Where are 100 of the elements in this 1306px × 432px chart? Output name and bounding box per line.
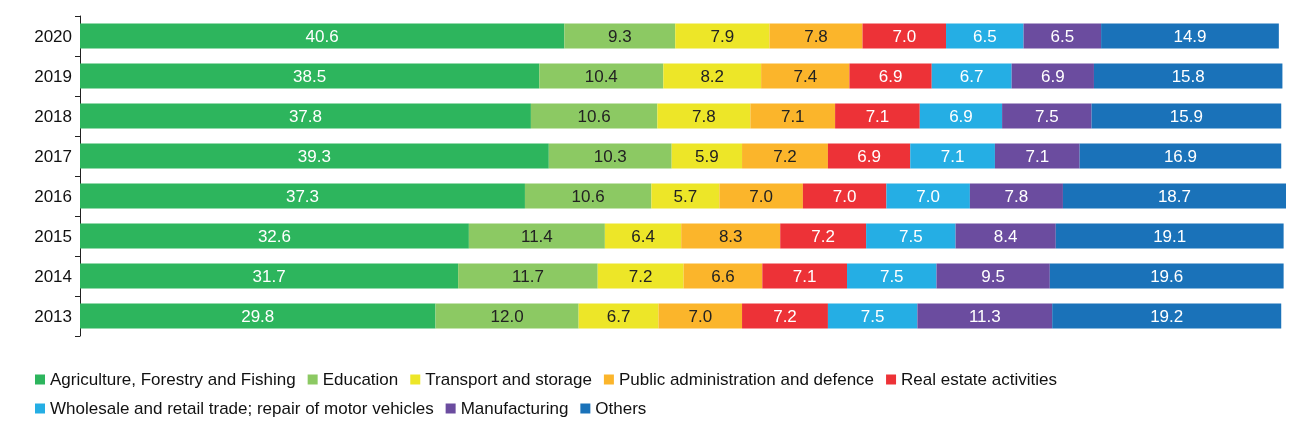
data-label: 29.8 — [241, 306, 275, 326]
data-label: 18.7 — [1157, 186, 1192, 206]
bar — [886, 183, 970, 209]
data-label: 19.2 — [1150, 306, 1184, 326]
data-label: 9.3 — [607, 26, 632, 46]
data-label: 6.7 — [606, 306, 631, 326]
legend-label: Education — [322, 370, 399, 389]
data-label: 7.8 — [692, 106, 716, 126]
data-label: 19.6 — [1150, 266, 1184, 286]
bar — [80, 303, 436, 329]
data-label: 7.2 — [628, 266, 653, 286]
data-label: 7.1 — [780, 106, 805, 126]
data-label: 7.0 — [916, 186, 940, 206]
data-label: 7.1 — [940, 146, 965, 166]
bar — [458, 263, 598, 289]
data-label: 7.2 — [811, 226, 835, 246]
bar — [936, 263, 1050, 289]
data-label: 7.1 — [792, 266, 817, 286]
bar — [80, 103, 531, 129]
legend-label: Public administration and defence — [618, 370, 875, 389]
y-tick-label: 2014 — [34, 266, 72, 286]
bar — [866, 223, 956, 249]
legend-label: Wholesale and retail trade; repair of motor vehicles — [50, 399, 434, 418]
bar — [597, 263, 684, 289]
data-label: 12.0 — [490, 306, 524, 326]
bar — [761, 63, 850, 89]
bar — [1052, 303, 1282, 329]
bar — [663, 63, 762, 89]
data-label: 5.7 — [673, 186, 698, 206]
y-tick-label: 2013 — [34, 306, 72, 326]
bar — [530, 103, 658, 129]
bar — [750, 103, 836, 129]
bar — [762, 263, 848, 289]
y-tick-label: 2017 — [34, 146, 72, 166]
data-label: 31.7 — [252, 266, 286, 286]
bar — [539, 63, 664, 89]
bar — [564, 23, 676, 49]
data-label: 7.9 — [710, 26, 735, 46]
data-label: 6.9 — [857, 146, 881, 166]
bar — [994, 143, 1080, 169]
bar — [849, 63, 932, 89]
data-label: 16.9 — [1163, 146, 1197, 166]
data-label: 7.1 — [1025, 146, 1050, 166]
data-label: 10.3 — [593, 146, 627, 166]
bar — [435, 303, 579, 329]
bar — [910, 143, 995, 169]
data-label: 6.4 — [631, 226, 655, 246]
data-label: 37.8 — [288, 106, 322, 126]
bar — [719, 183, 803, 209]
data-label: 7.0 — [749, 186, 773, 206]
y-tick-label: 2018 — [34, 106, 72, 126]
bar — [1062, 183, 1286, 209]
data-label: 15.9 — [1169, 106, 1203, 126]
bar — [917, 303, 1053, 329]
bar — [675, 23, 770, 49]
bar — [80, 143, 549, 169]
bar — [847, 263, 937, 289]
data-label: 6.7 — [959, 66, 984, 86]
bar — [835, 103, 920, 129]
bar — [742, 143, 828, 169]
bar — [681, 223, 781, 249]
data-label: 11.3 — [968, 306, 1001, 326]
legend-label: Manufacturing — [460, 399, 569, 418]
legend-label: Others — [595, 399, 647, 418]
legend-label: Agriculture, Forestry and Fishing — [50, 370, 296, 389]
data-label: 6.5 — [972, 26, 997, 46]
data-label: 39.3 — [297, 146, 331, 166]
data-label: 11.4 — [520, 226, 553, 246]
bar — [80, 63, 540, 89]
bar — [802, 183, 887, 209]
data-label: 10.4 — [584, 66, 618, 86]
data-label: 9.5 — [981, 266, 1005, 286]
data-label: 37.3 — [285, 186, 320, 206]
bar — [946, 23, 1024, 49]
data-label: 8.3 — [718, 226, 743, 246]
bar — [1055, 223, 1284, 249]
bar — [1093, 63, 1283, 89]
data-label: 7.0 — [688, 306, 713, 326]
data-label: 7.1 — [865, 106, 890, 126]
bar — [742, 303, 828, 329]
bar — [651, 183, 720, 209]
data-label: 11.7 — [512, 266, 544, 286]
bar — [468, 223, 605, 249]
bar — [80, 223, 469, 249]
data-label: 7.5 — [879, 266, 904, 286]
data-label: 6.9 — [949, 106, 973, 126]
data-label: 19.1 — [1153, 226, 1187, 246]
bar — [969, 183, 1063, 209]
bar — [658, 303, 743, 329]
data-label: 15.8 — [1171, 66, 1205, 86]
bar — [769, 23, 863, 49]
y-tick-label: 2019 — [34, 66, 72, 86]
data-label: 8.2 — [700, 66, 725, 86]
y-tick-label: 2020 — [34, 26, 72, 46]
data-label: 6.9 — [878, 66, 903, 86]
bar — [657, 103, 751, 129]
data-label: 38.5 — [293, 66, 327, 86]
data-label: 7.5 — [860, 306, 885, 326]
bar — [80, 183, 525, 209]
bar — [524, 183, 652, 209]
